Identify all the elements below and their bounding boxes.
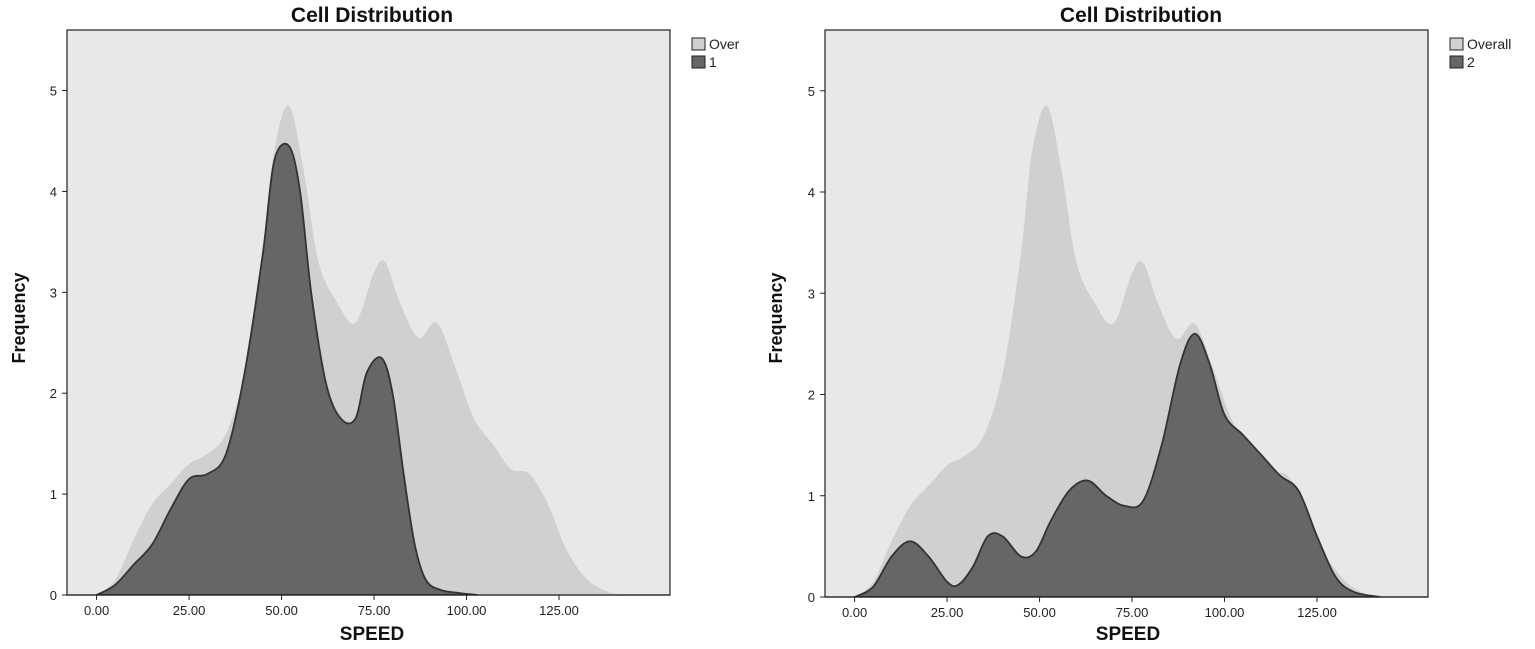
legend-swatch [1449, 55, 1464, 69]
series-group-area [96, 142, 478, 595]
legend-swatch [1449, 37, 1464, 51]
x-tick-label: 50.00 [265, 603, 298, 618]
y-tick-label: 2 [808, 388, 815, 403]
x-tick-label: 75.00 [358, 603, 391, 618]
y-tick-label: 4 [50, 184, 57, 199]
y-tick-label: 0 [808, 590, 815, 605]
y-tick-label: 0 [50, 588, 57, 603]
x-tick-label: 100.00 [1205, 605, 1245, 620]
legend: Overall 2 [1449, 36, 1511, 70]
y-tick-label: 5 [50, 84, 57, 99]
chart-title: Cell Distribution [1060, 4, 1222, 27]
x-tick-label: 75.00 [1116, 605, 1149, 620]
chart-title: Cell Distribution [291, 4, 453, 27]
y-tick-label: 2 [50, 386, 57, 401]
x-axis-label: SPEED [1096, 624, 1160, 645]
y-tick-label: 1 [50, 487, 57, 502]
legend: Over 1 [691, 36, 740, 70]
x-tick-label: 125.00 [539, 603, 579, 618]
series-group-area [854, 332, 1381, 597]
y-tick-label: 3 [808, 286, 815, 301]
x-tick-label: 0.00 [84, 603, 109, 618]
x-tick-label: 25.00 [931, 605, 964, 620]
x-tick-label: 100.00 [447, 603, 487, 618]
legend-label: Over [709, 36, 740, 52]
legend-label: 1 [709, 54, 717, 70]
y-tick-label: 5 [808, 84, 815, 99]
legend-label: 2 [1467, 54, 1475, 70]
x-tick-label: 25.00 [173, 603, 206, 618]
y-tick-label: 3 [50, 285, 57, 300]
x-tick-label: 0.00 [842, 605, 867, 620]
legend-swatch [691, 37, 706, 51]
legend-label: Overall [1467, 36, 1511, 52]
x-axis-label: SPEED [340, 624, 404, 645]
y-axis-label: Frequency [9, 272, 29, 363]
y-tick-label: 4 [808, 185, 815, 200]
y-axis-label: Frequency [766, 272, 786, 363]
y-tick-label: 1 [808, 489, 815, 504]
legend-swatch [691, 55, 706, 69]
x-tick-label: 125.00 [1297, 605, 1337, 620]
x-tick-label: 50.00 [1023, 605, 1056, 620]
